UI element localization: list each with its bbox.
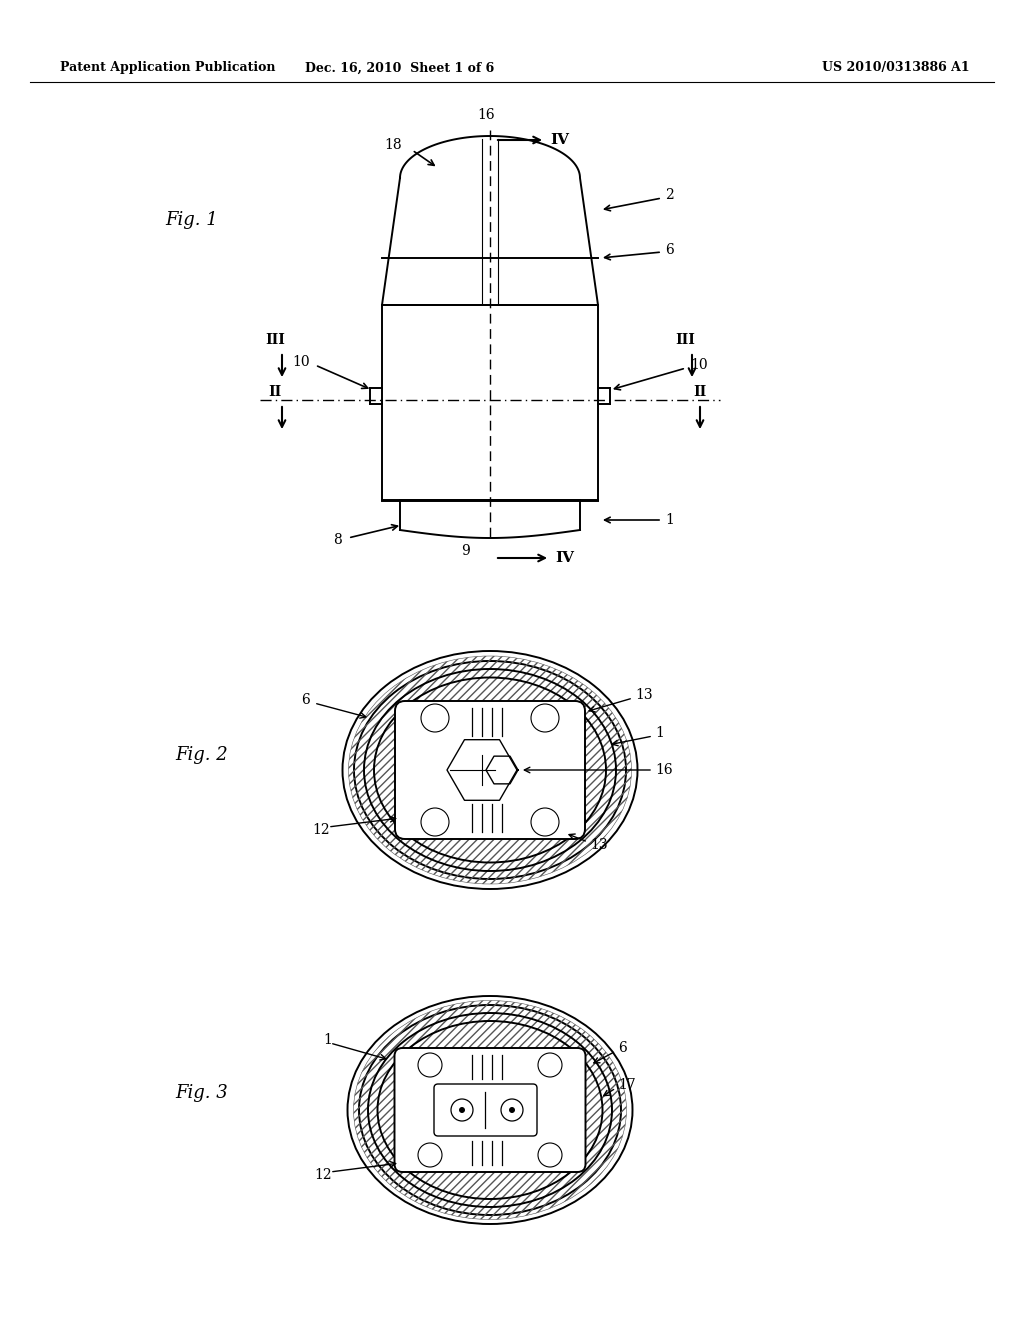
Text: Fig. 2: Fig. 2 [175,746,227,764]
FancyBboxPatch shape [434,1084,537,1137]
Text: 18: 18 [384,139,402,152]
Text: 10: 10 [293,355,310,370]
FancyBboxPatch shape [395,701,585,840]
Text: US 2010/0313886 A1: US 2010/0313886 A1 [822,62,970,74]
Text: 12: 12 [312,822,330,837]
Circle shape [509,1107,515,1113]
Text: 6: 6 [665,243,674,257]
Text: Dec. 16, 2010  Sheet 1 of 6: Dec. 16, 2010 Sheet 1 of 6 [305,62,495,74]
Text: Patent Application Publication: Patent Application Publication [60,62,275,74]
Text: IV: IV [550,133,569,147]
Text: 9: 9 [461,544,469,558]
Text: 13: 13 [590,838,607,851]
Text: 1: 1 [665,513,674,527]
Text: II: II [268,385,282,399]
Text: II: II [693,385,707,399]
Text: 12: 12 [314,1168,332,1181]
Circle shape [459,1107,465,1113]
Text: 13: 13 [635,688,652,702]
Text: 10: 10 [690,358,708,372]
Text: 6: 6 [301,693,310,708]
Text: 1: 1 [655,726,664,741]
Text: Fig. 1: Fig. 1 [165,211,218,228]
Text: 16: 16 [655,763,673,777]
Text: III: III [265,333,285,347]
Text: Fig. 3: Fig. 3 [175,1084,227,1102]
Text: 6: 6 [618,1041,627,1055]
Text: 1: 1 [324,1034,332,1047]
Text: 2: 2 [665,187,674,202]
Text: 17: 17 [618,1078,636,1092]
Text: III: III [675,333,695,347]
FancyBboxPatch shape [394,1048,586,1172]
Text: 16: 16 [477,108,495,121]
Text: IV: IV [555,550,574,565]
Text: 8: 8 [333,533,342,546]
